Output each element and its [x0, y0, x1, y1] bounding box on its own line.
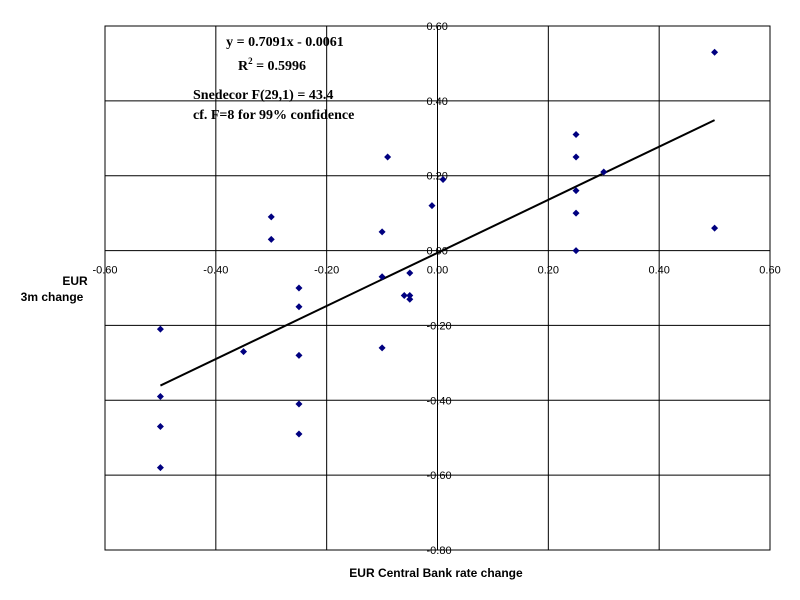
- x-axis-title: EUR Central Bank rate change: [349, 566, 523, 580]
- data-point: [711, 224, 719, 232]
- data-point: [378, 344, 386, 352]
- data-point: [295, 430, 303, 438]
- data-point: [572, 209, 580, 217]
- r-squared-superscript: 2: [248, 56, 253, 66]
- r-squared-value: = 0.5996: [253, 59, 306, 74]
- data-point: [572, 187, 580, 195]
- data-point: [600, 168, 608, 176]
- snedecor-label: Snedecor F(29,1) = 43.4: [193, 88, 333, 103]
- data-point: [406, 295, 414, 303]
- data-point: [156, 325, 164, 333]
- data-point: [384, 153, 392, 161]
- data-point: [267, 235, 275, 243]
- data-point: [378, 273, 386, 281]
- r-squared-base: R: [238, 59, 249, 74]
- y-tick-label: -0.40: [427, 395, 452, 407]
- confidence-label: cf. F=8 for 99% confidence: [193, 108, 354, 123]
- data-point: [572, 247, 580, 255]
- y-tick-label: -0.20: [427, 320, 452, 332]
- data-point: [428, 202, 436, 210]
- x-tick-label: -0.20: [314, 265, 339, 277]
- y-tick-label: -0.60: [427, 470, 452, 482]
- data-point: [572, 131, 580, 139]
- data-point: [439, 175, 447, 183]
- y-tick-label: 0.00: [427, 246, 448, 258]
- data-point: [240, 348, 248, 356]
- y-axis-title-line1: EUR: [62, 274, 88, 288]
- x-tick-label: 0.20: [538, 265, 559, 277]
- x-tick-label: 0.40: [648, 265, 669, 277]
- data-point: [156, 464, 164, 472]
- data-point: [711, 48, 719, 56]
- data-point: [295, 303, 303, 311]
- data-points: [156, 48, 719, 472]
- data-point: [406, 291, 414, 299]
- data-point: [156, 393, 164, 401]
- x-tick-label: -0.60: [92, 265, 117, 277]
- y-tick-label: 0.60: [427, 21, 448, 33]
- data-point: [156, 422, 164, 430]
- r-squared-label: R2 = 0.5996: [238, 56, 306, 74]
- y-tick-label: 0.40: [427, 96, 448, 108]
- equation-label: y = 0.7091x - 0.0061: [226, 35, 344, 50]
- trendline: [159, 119, 716, 387]
- data-point: [572, 153, 580, 161]
- axis-lines: [105, 26, 770, 550]
- x-tick-label: 0.60: [759, 265, 780, 277]
- x-tick-labels: -0.60 -0.40 -0.20 0.00 0.20 0.40 0.60: [92, 265, 780, 277]
- data-point: [295, 351, 303, 359]
- data-point: [295, 400, 303, 408]
- data-point: [400, 291, 408, 299]
- y-axis-title-line2: 3m change: [21, 290, 84, 304]
- x-tick-label: -0.40: [203, 265, 228, 277]
- y-tick-labels: 0.600.400.200.00-0.20-0.40-0.60-0.80: [427, 21, 452, 557]
- data-point: [267, 213, 275, 221]
- data-point: [295, 284, 303, 292]
- y-tick-label: -0.80: [427, 545, 452, 557]
- x-tick-label: 0.00: [427, 265, 448, 277]
- data-point: [378, 228, 386, 236]
- data-point: [406, 269, 414, 277]
